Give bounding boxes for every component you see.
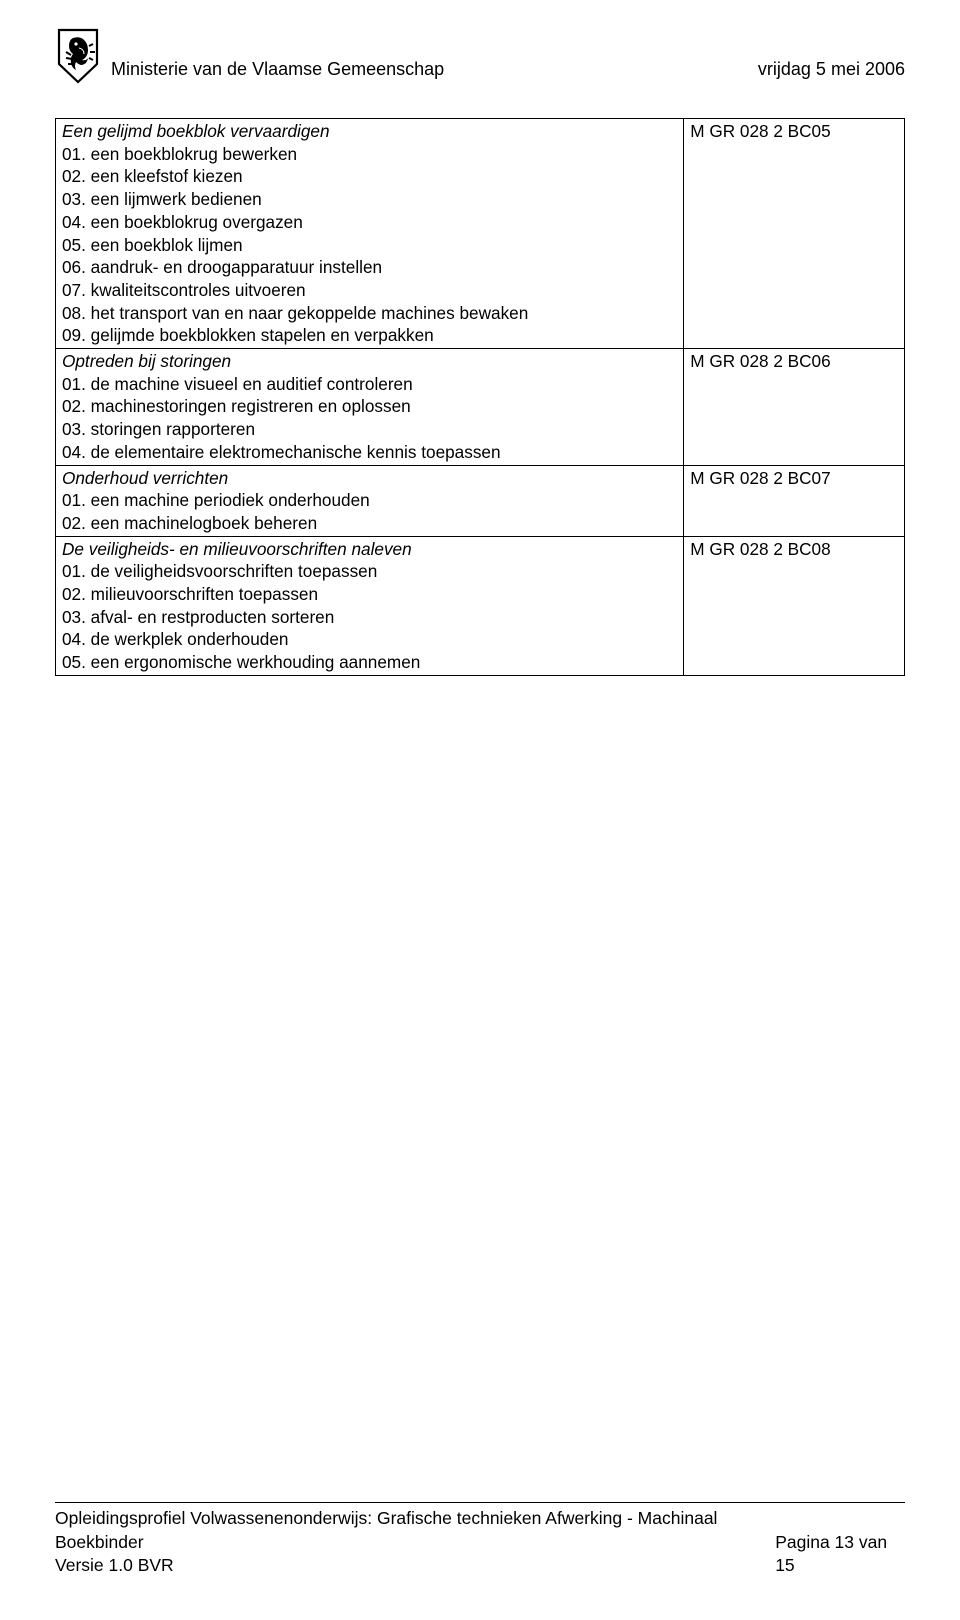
footer-line2: Versie 1.0 BVR xyxy=(55,1554,775,1578)
section-item: 09. gelijmde boekblokken stapelen en ver… xyxy=(62,324,679,347)
table-row: Optreden bij storingen01. de machine vis… xyxy=(56,349,905,466)
header-date: vrijdag 5 mei 2006 xyxy=(758,59,905,84)
header-left: Ministerie van de Vlaamse Gemeenschap xyxy=(55,28,444,84)
section-title: Onderhoud verrichten xyxy=(62,467,679,490)
section-item: 05. een boekblok lijmen xyxy=(62,234,679,257)
footer-line1: Opleidingsprofiel Volwassenenonderwijs: … xyxy=(55,1507,775,1554)
section-item: 03. storingen rapporteren xyxy=(62,418,679,441)
page-header: Ministerie van de Vlaamse Gemeenschap vr… xyxy=(55,28,905,90)
code-cell: M GR 028 2 BC05 xyxy=(684,119,905,349)
section-item: 02. machinestoringen registreren en oplo… xyxy=(62,395,679,418)
section-item: 01. de veiligheidsvoorschriften toepasse… xyxy=(62,560,679,583)
page-footer: Opleidingsprofiel Volwassenenonderwijs: … xyxy=(55,1502,905,1578)
ministry-name: Ministerie van de Vlaamse Gemeenschap xyxy=(111,59,444,84)
section-item: 06. aandruk- en droogapparatuur instelle… xyxy=(62,256,679,279)
section-cell: De veiligheids- en milieuvoorschriften n… xyxy=(56,536,684,675)
section-item: 04. de werkplek onderhouden xyxy=(62,628,679,651)
section-title: Een gelijmd boekblok vervaardigen xyxy=(62,120,679,143)
section-item: 03. een lijmwerk bedienen xyxy=(62,188,679,211)
section-item: 04. de elementaire elektromechanische ke… xyxy=(62,441,679,464)
content-table: Een gelijmd boekblok vervaardigen01. een… xyxy=(55,118,905,676)
section-item: 04. een boekblokrug overgazen xyxy=(62,211,679,234)
section-item: 01. een boekblokrug bewerken xyxy=(62,143,679,166)
section-item: 02. milieuvoorschriften toepassen xyxy=(62,583,679,606)
table-row: Onderhoud verrichten01. een machine peri… xyxy=(56,465,905,536)
page: Ministerie van de Vlaamse Gemeenschap vr… xyxy=(0,0,960,1620)
code-cell: M GR 028 2 BC06 xyxy=(684,349,905,466)
section-item: 01. een machine periodiek onderhouden xyxy=(62,489,679,512)
flemish-lion-icon xyxy=(55,28,101,84)
table-row: De veiligheids- en milieuvoorschriften n… xyxy=(56,536,905,675)
section-cell: Optreden bij storingen01. de machine vis… xyxy=(56,349,684,466)
section-item: 02. een machinelogboek beheren xyxy=(62,512,679,535)
code-cell: M GR 028 2 BC07 xyxy=(684,465,905,536)
section-title: Optreden bij storingen xyxy=(62,350,679,373)
section-title: De veiligheids- en milieuvoorschriften n… xyxy=(62,538,679,561)
footer-page: Pagina 13 van 15 xyxy=(775,1531,905,1578)
section-item: 08. het transport van en naar gekoppelde… xyxy=(62,302,679,325)
code-cell: M GR 028 2 BC08 xyxy=(684,536,905,675)
section-cell: Een gelijmd boekblok vervaardigen01. een… xyxy=(56,119,684,349)
section-item: 03. afval- en restproducten sorteren xyxy=(62,606,679,629)
table-row: Een gelijmd boekblok vervaardigen01. een… xyxy=(56,119,905,349)
footer-left: Opleidingsprofiel Volwassenenonderwijs: … xyxy=(55,1507,775,1578)
section-item: 05. een ergonomische werkhouding aanneme… xyxy=(62,651,679,674)
section-cell: Onderhoud verrichten01. een machine peri… xyxy=(56,465,684,536)
section-item: 02. een kleefstof kiezen xyxy=(62,165,679,188)
section-item: 07. kwaliteitscontroles uitvoeren xyxy=(62,279,679,302)
section-item: 01. de machine visueel en auditief contr… xyxy=(62,373,679,396)
